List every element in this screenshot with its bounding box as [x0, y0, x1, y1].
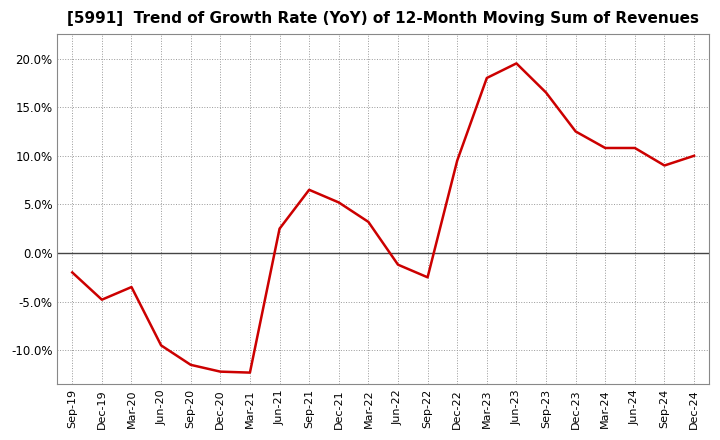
Title: [5991]  Trend of Growth Rate (YoY) of 12-Month Moving Sum of Revenues: [5991] Trend of Growth Rate (YoY) of 12-… [67, 11, 699, 26]
